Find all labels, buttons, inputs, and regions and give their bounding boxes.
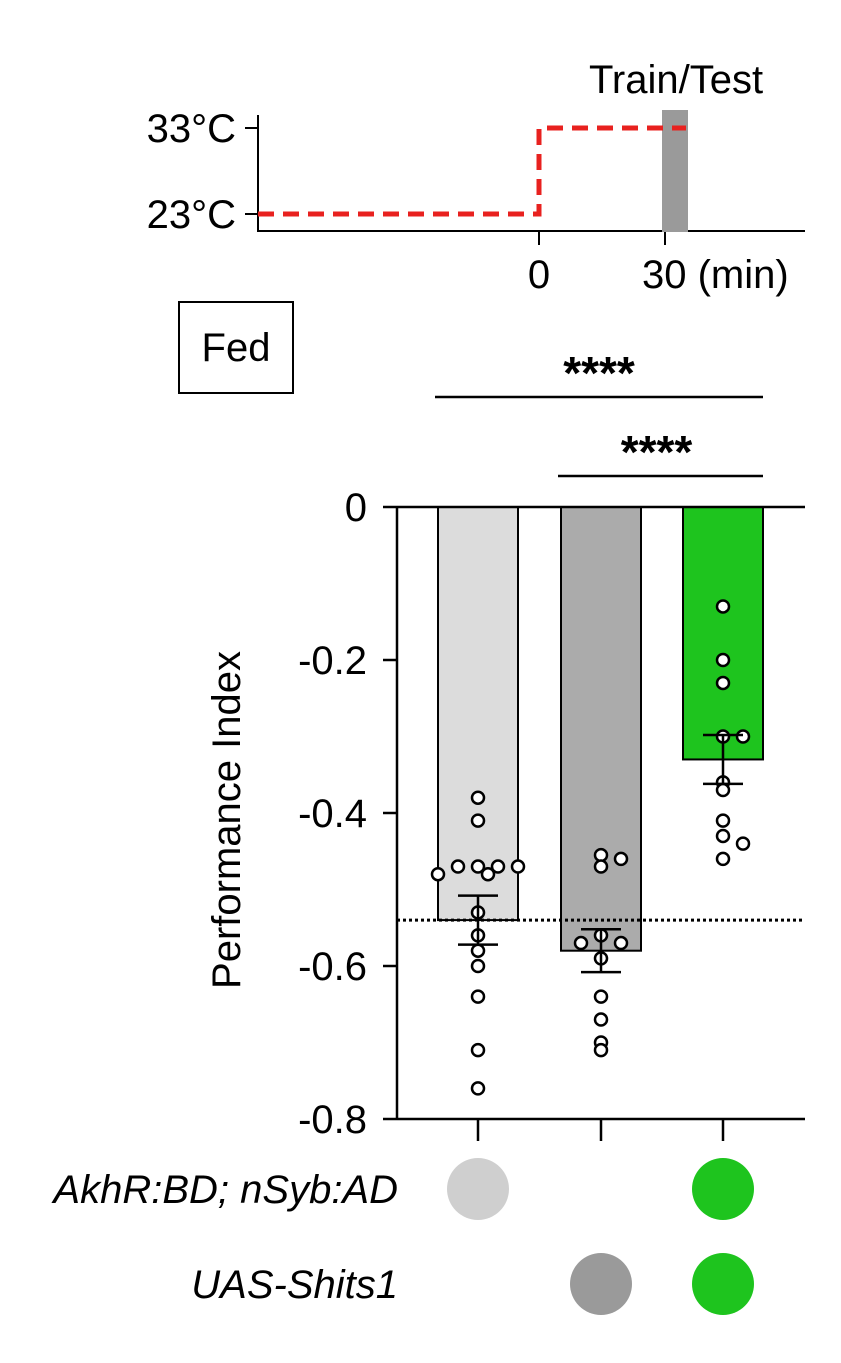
data-point: [470, 790, 486, 805]
data-point: [593, 1012, 609, 1027]
bar: [682, 506, 764, 761]
protocol-xlabel-0: 0: [528, 253, 550, 297]
genotype-dot: [692, 1253, 754, 1315]
bar: [437, 506, 519, 922]
y-tick-label: -0.2: [298, 639, 367, 683]
data-point: [470, 1042, 486, 1058]
data-point: [715, 851, 731, 867]
genotype-dot: [447, 1158, 509, 1220]
data-point: [573, 935, 589, 951]
temperature-trace: [258, 125, 686, 217]
bar: [560, 506, 642, 952]
data-point: [715, 599, 731, 614]
train-test-label: Train/Test: [589, 58, 763, 102]
condition-box: [178, 301, 294, 394]
data-point: [470, 859, 486, 874]
protocol-xlabel-30: 30 (min): [642, 253, 789, 297]
data-point: [593, 859, 609, 874]
protocol-ytick-23: 23°C: [147, 193, 236, 237]
y-tick-label: 0: [345, 486, 367, 530]
condition-label: Fed: [202, 326, 271, 370]
data-point: [593, 847, 609, 863]
data-point: [490, 859, 506, 874]
y-tick-label: -0.4: [298, 792, 367, 836]
genotype-dot: [570, 1253, 632, 1315]
data-point: [735, 836, 751, 851]
data-point: [450, 859, 466, 874]
genotype-dot: [692, 1158, 754, 1220]
y-tick-label: -0.8: [298, 1098, 367, 1142]
significance-label: ****: [621, 426, 693, 478]
data-point: [430, 866, 446, 882]
data-point: [715, 782, 731, 798]
data-point: [470, 989, 486, 1004]
protocol-ytick-33: 33°C: [147, 107, 236, 151]
data-point: [735, 729, 751, 744]
y-axis-label: Performance Index: [205, 651, 249, 989]
data-point: [470, 943, 486, 958]
data-point: [715, 652, 731, 668]
bar-chart: 0 -0.2 -0.4 -0.6 -0.8: [298, 486, 805, 1142]
data-point: [593, 989, 609, 1004]
significance-annotations: **** ****: [435, 347, 763, 478]
data-point: [613, 935, 629, 951]
genotype-table: AkhR:BD; nSyb:AD UAS-Shits1: [51, 1158, 754, 1315]
data-point: [470, 1081, 486, 1096]
data-point: [715, 675, 731, 691]
data-point: [715, 828, 731, 844]
data-point: [593, 1042, 609, 1058]
data-point: [470, 958, 486, 974]
protocol-schematic: 33°C 23°C 0 30 (min) Train/Test: [147, 58, 805, 297]
data-point: [715, 813, 731, 828]
genotype-label: UAS-Shits1: [191, 1263, 398, 1307]
significance-label: ****: [563, 347, 635, 399]
data-point: [613, 851, 629, 867]
data-point: [470, 813, 486, 828]
genotype-label: AkhR:BD; nSyb:AD: [51, 1168, 398, 1212]
data-point: [480, 866, 496, 882]
y-tick-label: -0.6: [298, 945, 367, 989]
data-point: [510, 859, 526, 874]
